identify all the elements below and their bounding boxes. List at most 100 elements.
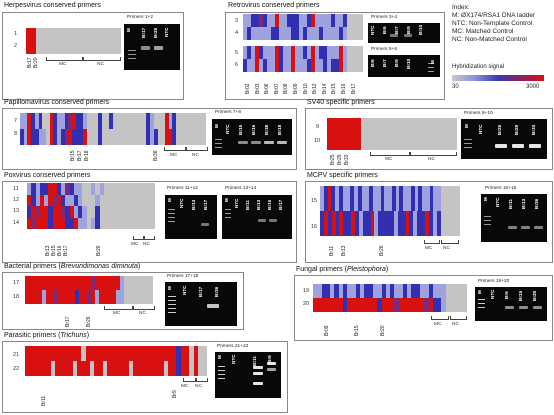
heatmap-cell [56, 194, 62, 206]
heatmap-cell [20, 113, 24, 129]
heatmap-cell [127, 129, 132, 145]
heatmap-cell [159, 346, 164, 361]
heatmap-cell [398, 284, 403, 298]
heatmap-cell [172, 113, 177, 129]
bacterial-row-17: 17 [13, 280, 20, 286]
heatmap-cell [35, 28, 41, 41]
papilloma-mc: MC [170, 153, 178, 158]
heatmap-cell [410, 186, 415, 211]
bacterial-lane-br26: Br26 [86, 316, 92, 327]
heatmap-cell [98, 346, 103, 361]
heatmap-cell [85, 346, 90, 361]
heatmap-cell [56, 217, 62, 229]
heatmap-cell [172, 129, 177, 145]
heatmap-cell [432, 298, 438, 312]
heatmap-cell [142, 183, 147, 195]
retro-lane-label: Br15 [331, 83, 338, 94]
heatmap-cell [111, 346, 116, 361]
heatmap-cell [70, 276, 75, 290]
heatmap-cell [398, 298, 403, 312]
heatmap-cell [61, 194, 66, 206]
heatmap-cell [86, 129, 91, 145]
heatmap-cell [351, 134, 356, 150]
heatmap-cell [323, 211, 328, 236]
heatmap-cell [271, 14, 275, 27]
heatmap-cell [61, 217, 66, 229]
retro-row-4: 4 [235, 30, 239, 36]
legend: Index: M: ØX174/RSA1 DNA ladder NTC: Non… [452, 4, 535, 44]
heatmap-cell [365, 134, 371, 150]
mcpv-nc-bracket [441, 240, 459, 244]
heatmap-cell [180, 361, 186, 376]
papilloma-gel-lane-br38: Br38 [264, 124, 269, 135]
heatmap-cell [48, 194, 53, 206]
heatmap-cell [415, 284, 421, 298]
heatmap-cell [447, 134, 453, 150]
heatmap-cell [83, 28, 88, 41]
heatmap-cell [64, 41, 69, 54]
heatmap-cell [423, 118, 429, 134]
heatmap-cell [259, 27, 263, 40]
heatmap-cell [358, 211, 363, 236]
heatmap-cell [407, 298, 412, 312]
fungal-mc: MC [434, 322, 442, 327]
heatmap-cell [444, 211, 449, 236]
heatmap-cell [165, 129, 169, 145]
heatmap-cell [116, 194, 121, 206]
heatmap-cell [374, 211, 379, 236]
heatmap-cell [95, 217, 100, 229]
heatmap-cell [72, 129, 76, 145]
heatmap-cell [330, 284, 335, 298]
heatmap-cell [325, 298, 331, 312]
herpes-mc-bracket [46, 57, 83, 61]
heatmap-cell [82, 290, 87, 304]
heatmap-cell [417, 211, 422, 236]
heatmap-cell [372, 298, 378, 312]
heatmap-cell [102, 41, 107, 54]
heatmap-cell [98, 361, 103, 376]
heatmap-cell [49, 41, 55, 54]
heatmap-cell [243, 59, 247, 72]
heatmap-cell [176, 361, 181, 376]
heatmap-cell [402, 284, 408, 298]
heatmap-cell [366, 211, 371, 236]
fungal-gel-lane-br15: Br15 [518, 290, 523, 301]
heatmap-cell [82, 194, 87, 206]
heatmap-cell [49, 28, 55, 41]
heatmap-cell [30, 28, 36, 41]
sv40-heatmap [327, 118, 457, 150]
heatmap-cell [432, 134, 438, 150]
heatmap-cell [441, 186, 445, 211]
heatmap-cell [52, 206, 57, 218]
heatmap-cell [102, 346, 108, 361]
heatmap-cell [44, 183, 49, 195]
heatmap-cell [251, 14, 255, 27]
parasitic-gel-lane-br9: Br9 [267, 355, 272, 363]
bacterial-frame [2, 272, 244, 330]
heatmap-cell [402, 298, 408, 312]
heatmap-cell [125, 183, 130, 195]
heatmap-cell [450, 284, 455, 298]
heatmap-cell [40, 28, 45, 41]
heatmap-cell [133, 346, 138, 361]
heatmap-cell [194, 113, 199, 129]
heatmap-cell [140, 276, 145, 290]
heatmap-row [327, 118, 457, 134]
heatmap-cell [303, 27, 307, 40]
heatmap-cell [437, 298, 442, 312]
heatmap-cell [144, 290, 149, 304]
fungal-gel [475, 287, 547, 321]
heatmap-cell [72, 361, 77, 376]
heatmap-cell [331, 118, 337, 134]
heatmap-cell [66, 290, 71, 304]
heatmap-cell [150, 183, 155, 195]
retro-lane-label: Br12 [312, 83, 319, 94]
heatmap-cell [73, 28, 79, 41]
papilloma-frame [2, 108, 297, 170]
heatmap-cell [39, 206, 45, 218]
heatmap-cell [391, 186, 396, 211]
heatmap-cell [91, 290, 96, 304]
fungal-lane-br15: Br15 [354, 325, 360, 336]
heatmap-cell [388, 186, 392, 211]
heatmap-cell [189, 361, 194, 376]
